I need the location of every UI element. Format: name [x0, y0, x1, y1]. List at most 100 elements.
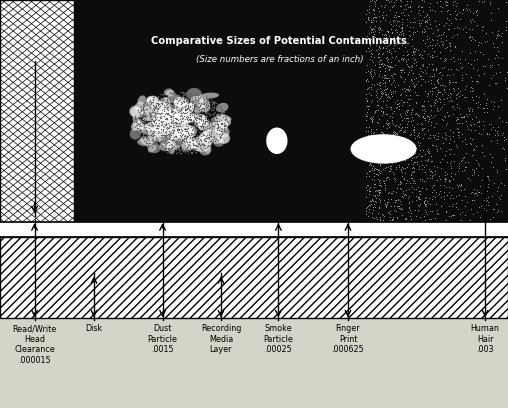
Point [402, 219, 410, 225]
Point [184, 102, 193, 108]
Point [380, 222, 388, 229]
Point [409, 169, 417, 175]
Point [435, 95, 443, 102]
Point [383, 57, 391, 63]
Point [480, 152, 488, 159]
Point [382, 44, 390, 51]
Point [364, 128, 372, 135]
Point [390, 2, 398, 8]
Point [178, 126, 186, 133]
Point [183, 102, 192, 109]
Point [146, 114, 154, 120]
Point [158, 123, 167, 130]
Point [406, 67, 415, 73]
Point [440, 175, 449, 181]
Point [384, 220, 392, 226]
Point [152, 120, 160, 126]
Point [418, 52, 426, 59]
Point [193, 142, 201, 149]
Point [196, 126, 204, 133]
Point [446, 111, 454, 118]
Point [154, 130, 162, 136]
Point [207, 118, 215, 125]
Point [433, 80, 441, 86]
Point [204, 139, 212, 146]
Point [426, 134, 434, 141]
Point [169, 122, 177, 128]
Point [370, 0, 378, 4]
Point [430, 182, 438, 188]
Point [199, 132, 207, 138]
Point [396, 180, 404, 187]
Point [366, 0, 374, 4]
Point [182, 147, 190, 153]
Point [134, 124, 142, 131]
Point [379, 98, 388, 104]
Point [406, 19, 414, 26]
Point [393, 29, 401, 36]
Point [414, 9, 422, 16]
Point [447, 47, 455, 53]
Point [368, 165, 376, 171]
Point [363, 97, 371, 104]
Point [146, 132, 154, 139]
Point [204, 106, 212, 113]
Point [420, 48, 428, 55]
Point [487, 159, 495, 166]
Point [490, 44, 498, 51]
Point [387, 91, 395, 98]
Point [470, 56, 479, 63]
Point [493, 139, 501, 146]
Point [397, 25, 405, 31]
Point [405, 228, 413, 234]
Point [182, 102, 190, 109]
Point [490, 219, 498, 226]
Point [132, 113, 140, 119]
Point [449, 0, 457, 5]
Point [430, 73, 438, 80]
Point [477, 203, 485, 209]
Point [434, 79, 442, 85]
Point [450, 31, 458, 38]
Ellipse shape [175, 99, 189, 110]
Point [163, 124, 171, 131]
Point [196, 112, 204, 118]
Point [220, 128, 229, 134]
Point [454, 85, 462, 92]
Point [173, 91, 181, 98]
Point [373, 150, 382, 156]
Point [447, 157, 455, 164]
Point [143, 130, 151, 136]
Point [397, 69, 405, 75]
Point [382, 32, 390, 38]
Point [483, 109, 491, 115]
Point [421, 108, 429, 115]
Point [206, 128, 214, 135]
Point [369, 38, 377, 45]
Point [452, 200, 460, 206]
Point [182, 91, 190, 98]
Point [402, 227, 410, 233]
Point [156, 95, 164, 102]
Point [383, 54, 391, 60]
Point [170, 124, 178, 131]
Point [186, 102, 194, 109]
Point [421, 116, 429, 123]
Point [447, 56, 455, 62]
Point [174, 129, 182, 135]
Point [427, 112, 435, 118]
Point [382, 68, 390, 74]
Point [149, 99, 157, 105]
Point [181, 137, 189, 144]
Point [446, 89, 454, 96]
Point [148, 115, 156, 122]
Point [384, 189, 392, 196]
Point [205, 109, 213, 116]
Point [149, 105, 157, 112]
Point [474, 118, 483, 124]
Point [445, 26, 453, 33]
Point [426, 73, 434, 80]
Point [471, 143, 480, 149]
Point [426, 39, 434, 45]
Point [188, 145, 197, 152]
